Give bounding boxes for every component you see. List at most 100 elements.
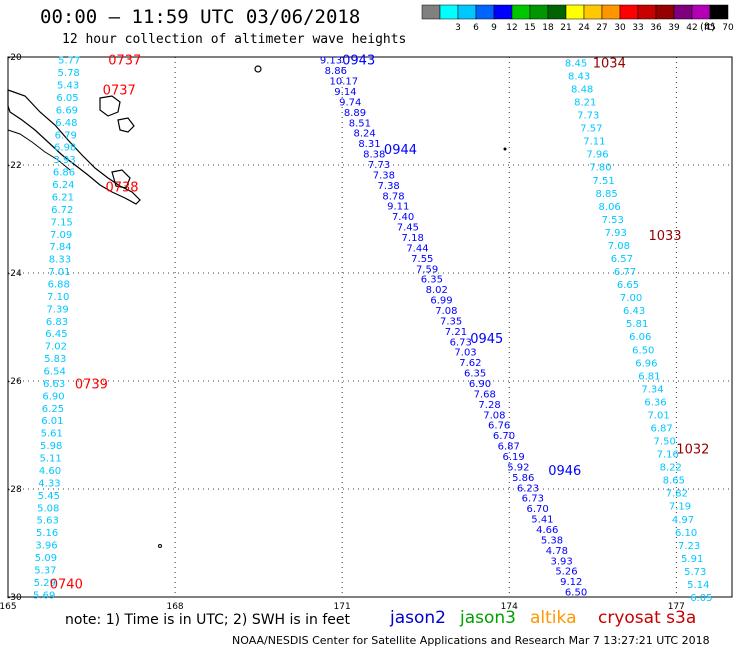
swh-value: 5.09 [35,553,57,564]
pass-time-label: 0737 [108,54,141,69]
swh-value: 7.11 [583,137,605,148]
footer-credit: NOAA/NESDIS Center for Satellite Applica… [232,634,710,647]
swh-value: 7.21 [445,327,467,338]
swh-value: 5.78 [58,68,80,79]
swh-value: 6.50 [565,588,587,599]
swh-value: 6.70 [493,431,515,442]
swh-value: 7.80 [589,163,611,174]
swh-value: 7.82 [666,489,688,500]
pass-time-label: 1034 [593,56,626,71]
pass-time-label: 0738 [105,181,138,196]
lon-tick-label: 165 [0,602,17,612]
swh-value: 7.38 [378,181,400,192]
swh-value: 8.78 [382,191,404,202]
swh-value: 8.43 [568,71,590,82]
swh-value: 6.79 [55,130,77,141]
swh-value: 7.18 [402,233,424,244]
legend-swatch [583,4,603,20]
swh-value: 5.73 [684,567,706,578]
swh-value: 8.86 [325,66,347,77]
swh-value: 5.77 [58,56,80,67]
swh-value: 5.98 [40,441,62,452]
swh-value: 5.38 [541,535,563,546]
pass-time-label: 0943 [342,54,375,69]
swh-value: 5.37 [34,565,56,576]
swh-value: 8.02 [426,285,448,296]
swh-value: 6.99 [430,296,452,307]
swh-value: 7.73 [368,160,390,171]
legend-label: 30 [614,23,626,33]
swh-value: 9.11 [387,202,409,213]
swh-value: 4.66 [536,525,558,536]
swh-value: 6.05 [690,593,712,604]
islet-south [158,544,162,548]
swh-value: 5.26 [555,567,577,578]
lon-tick-label: 171 [334,602,351,612]
legend-swatch [547,4,567,20]
swh-value: 6.35 [421,275,443,286]
swh-value: 7.02 [45,342,67,353]
swh-value: 9.74 [339,97,361,108]
swh-value: 6.10 [675,528,697,539]
swh-value: 6.90 [42,391,64,402]
swh-value: 5.16 [36,528,58,539]
legend-label: 70 [722,23,734,33]
coastline [7,65,507,548]
pass-time-label: 0945 [470,332,503,347]
swh-value: 7.73 [577,111,599,122]
swh-value: 6.01 [41,416,63,427]
swh-value: 6.86 [53,168,75,179]
swh-value: 6.25 [42,404,64,415]
swh-value: 7.19 [669,502,691,513]
swh-value: 7.38 [373,170,395,181]
lon-tick-label: 174 [501,602,518,612]
swh-value: 6.73 [522,494,544,505]
swh-value: 6.57 [611,254,633,265]
new-caledonia-island [7,89,141,205]
swh-value: 6.88 [48,279,70,290]
swh-value: 7.40 [392,212,414,223]
swh-value: 6.90 [469,379,491,390]
legend-label: 27 [596,23,607,33]
satellite-label-cryosat: cryosat s3a [598,608,697,628]
swh-value: 3.93 [53,155,75,166]
swh-value: 5.08 [37,503,59,514]
swh-value: 5.63 [37,516,59,527]
legend-swatch [475,4,495,20]
swh-value: 7.23 [678,541,700,552]
satellite-tracks: 5.775.785.436.056.696.486.796.983.936.86… [33,54,712,604]
swh-value: 6.76 [488,421,510,432]
swh-value: 8.22 [660,463,682,474]
legend-label: 18 [542,23,554,33]
swh-value: 5.61 [41,429,63,440]
west-coast-line [7,129,71,171]
lat-tick-label: -24 [7,269,22,279]
swh-value: 8.45 [565,58,587,69]
swh-value: 8.06 [599,202,621,213]
swh-value: 6.73 [450,337,472,348]
legend-label: 3 [455,23,461,33]
swh-value: 5.81 [626,319,648,330]
swh-value: 5.91 [681,554,703,565]
legend-swatch [691,4,711,20]
swh-value: 7.03 [454,348,476,359]
swh-value: 4.97 [672,515,694,526]
swh-value: 6.87 [650,423,672,434]
swh-value: 6.43 [623,306,645,317]
swh-value: 6.83 [46,317,68,328]
swh-value: 8.38 [363,150,385,161]
satellite-label-altika: altika [530,608,577,628]
swh-value: 6.19 [502,452,524,463]
swh-value: 7.93 [605,228,627,239]
swh-value: 4.78 [546,546,568,557]
swh-value: 7.08 [608,241,630,252]
swh-value: 5.45 [38,491,60,502]
legend-swatch [655,4,675,20]
lat-tick-label: -28 [7,485,22,495]
swh-value: 5.43 [57,81,79,92]
legend-label: 36 [650,23,662,33]
swh-value: 8.65 [663,476,685,487]
swh-value: 5.83 [44,354,66,365]
legend-swatch [529,4,549,20]
legend-swatch [637,4,657,20]
